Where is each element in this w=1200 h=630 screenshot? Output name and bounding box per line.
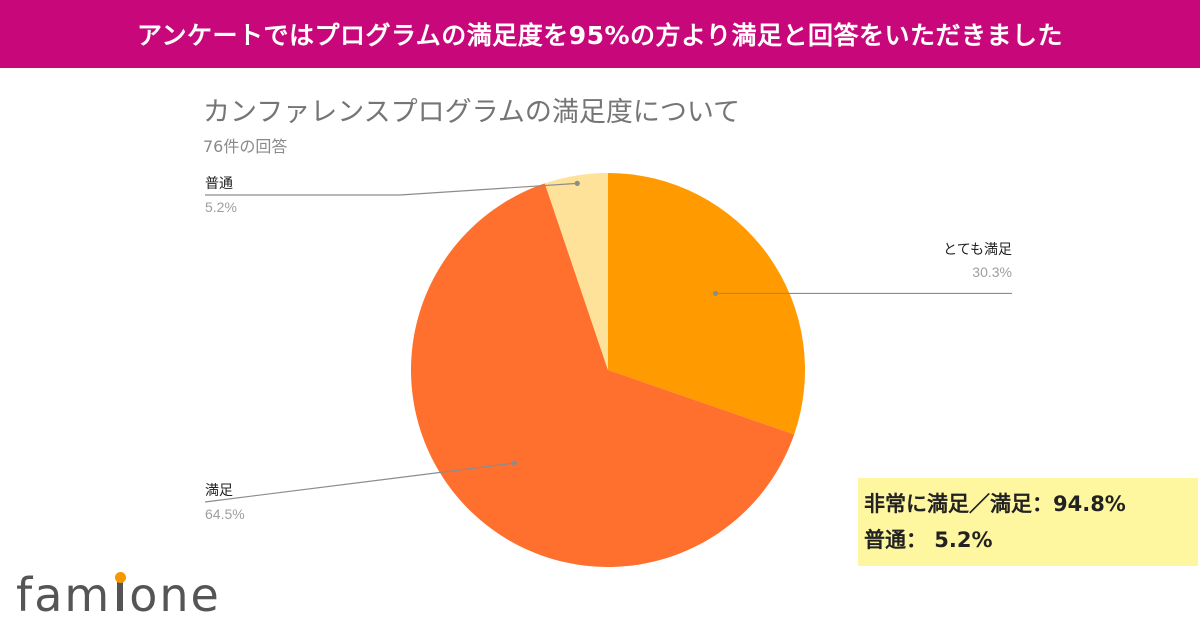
slice-label: 普通: [205, 176, 233, 192]
logo-i-glyph: [111, 568, 129, 622]
callout-line: [205, 182, 578, 196]
callout-dot: [574, 180, 580, 186]
slice-percent: 30.3%: [972, 264, 1012, 280]
logo-accent-dot: [115, 572, 127, 583]
summary-box: 非常に満足／満足：94.8% 普通： 5.2%: [858, 478, 1198, 566]
slice-percent: 64.5%: [205, 506, 245, 522]
pie-slice: [608, 173, 805, 435]
banner: アンケートではプログラムの満足度を95%の方より満足と回答をいただきました: [0, 0, 1200, 68]
summary-line-1: 非常に満足／満足：94.8%: [864, 492, 1126, 516]
pie-slice: [544, 173, 608, 370]
pie-slice: [410, 183, 795, 568]
slice-label: 満足: [205, 483, 233, 499]
slice-percent: 5.2%: [205, 199, 237, 215]
chart-title: カンファレンスプログラムの満足度について: [203, 97, 741, 128]
summary-line-2: 普通： 5.2%: [864, 528, 993, 552]
slice-label: とても満足: [943, 242, 1012, 258]
banner-text: アンケートではプログラムの満足度を95%の方より満足と回答をいただきました: [136, 21, 1064, 50]
logo-text-end: one: [129, 568, 221, 622]
chart-subtitle: 76件の回答: [203, 137, 288, 156]
logo-text-start: fam: [16, 568, 112, 622]
callout-dot: [712, 290, 719, 297]
famione-logo: fam one: [16, 568, 221, 622]
callout-dot: [511, 460, 517, 466]
callout-line: [204, 462, 515, 503]
